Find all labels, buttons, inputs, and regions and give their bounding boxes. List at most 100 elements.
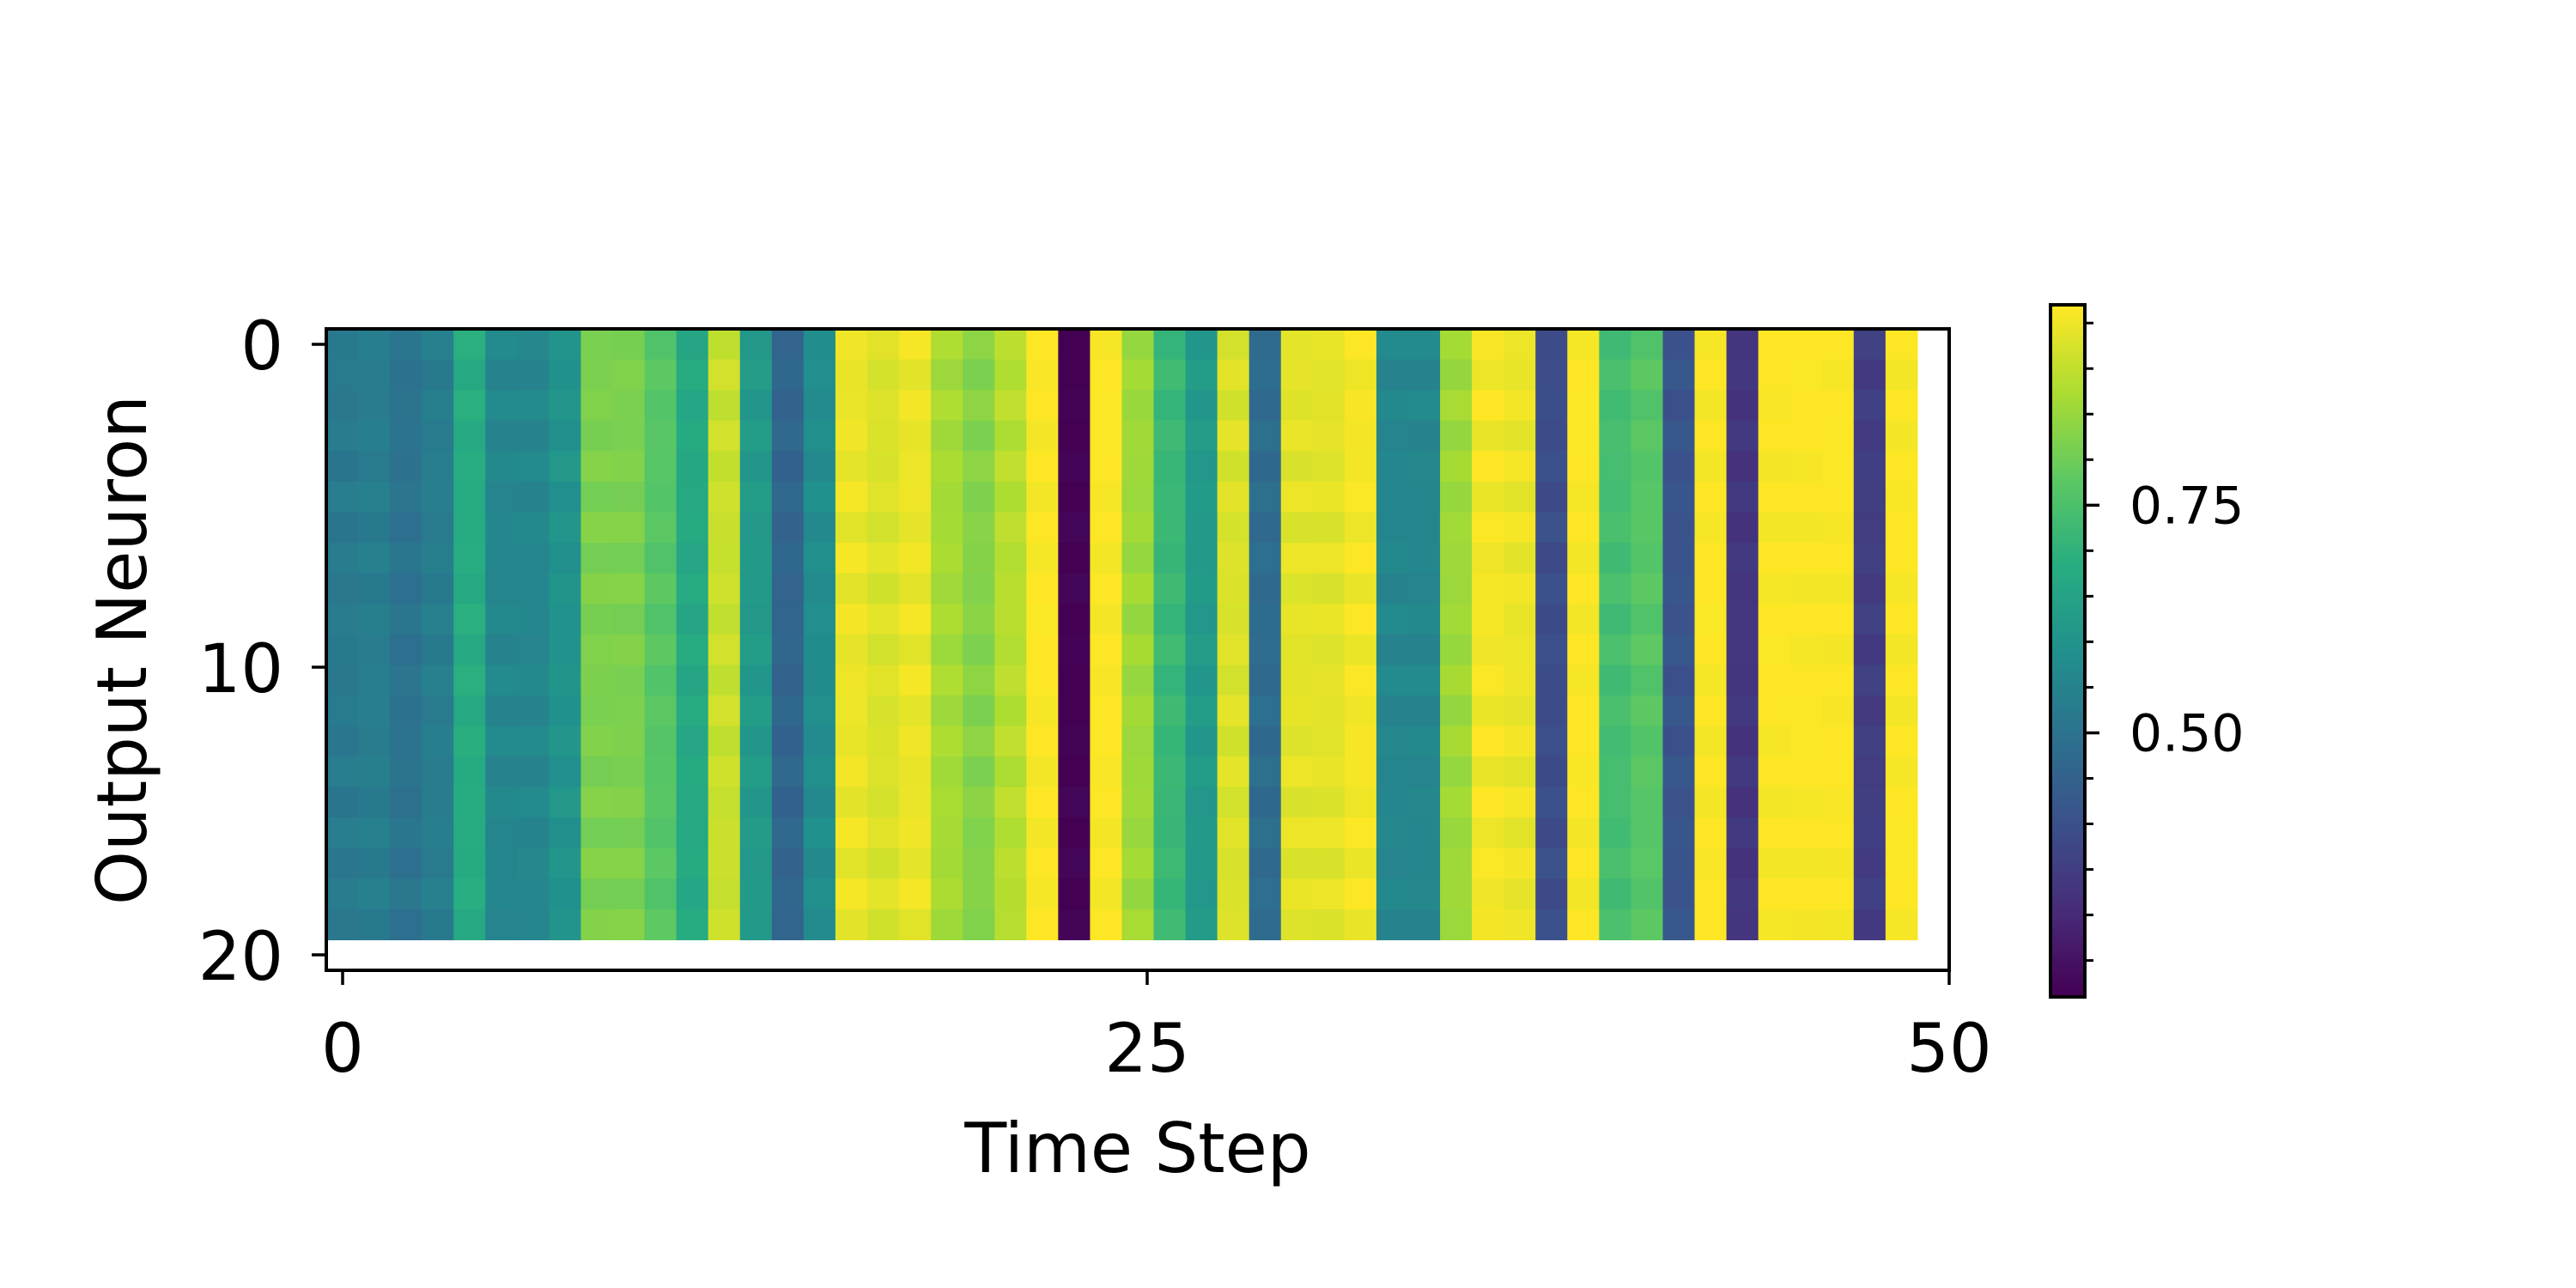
heatmap-cell (1885, 573, 1918, 605)
heatmap-cell (358, 756, 391, 788)
heatmap-cell (549, 908, 582, 941)
heatmap-cell (1504, 878, 1536, 910)
heatmap-cell (358, 726, 391, 757)
heatmap-cell (803, 543, 836, 574)
heatmap-cell (517, 908, 550, 941)
heatmap-cell (771, 787, 805, 818)
heatmap-cell (994, 665, 1027, 696)
heatmap-cell (644, 512, 677, 544)
heatmap-cell (1344, 817, 1377, 849)
heatmap-cell (1821, 878, 1855, 910)
heatmap-cell (803, 878, 836, 910)
heatmap-cell (422, 512, 454, 544)
heatmap-cell (1758, 420, 1791, 452)
heatmap-cell (1631, 390, 1664, 422)
heatmap-cell (390, 451, 422, 483)
heatmap-cell (1662, 512, 1696, 544)
heatmap-cell (580, 604, 614, 635)
heatmap-cell (1058, 787, 1091, 818)
heatmap-cell (390, 634, 422, 665)
heatmap-cell (867, 543, 900, 574)
heatmap-cell (612, 848, 646, 879)
heatmap-cell (867, 573, 900, 605)
heatmap-cell (422, 451, 454, 483)
heatmap-cell (1567, 329, 1600, 361)
heatmap-cell (803, 726, 836, 757)
heatmap-cell (1821, 543, 1855, 574)
heatmap-cell (1344, 359, 1377, 391)
heatmap-cell (1789, 481, 1823, 513)
heatmap-cell (1631, 359, 1664, 391)
heatmap-cell (326, 908, 359, 941)
heatmap-cell (1694, 390, 1728, 422)
heatmap-cell (835, 634, 868, 665)
heatmap-cell (1185, 908, 1218, 941)
colorbar-segment (2050, 382, 2085, 388)
heatmap-cell (803, 359, 836, 391)
heatmap-cell (1280, 543, 1314, 574)
heatmap-cell (1535, 329, 1568, 361)
heatmap-cell (612, 726, 646, 757)
colorbar-segment (2050, 979, 2085, 985)
heatmap-cell (1153, 756, 1187, 788)
heatmap-cell (644, 726, 677, 757)
heatmap-cell (1758, 817, 1791, 849)
heatmap-cell (1504, 665, 1536, 696)
heatmap-cell (1090, 512, 1123, 544)
heatmap-cell (1185, 604, 1218, 635)
heatmap-cell (1312, 634, 1346, 665)
heatmap-cell (1694, 787, 1728, 818)
heatmap-cell (1789, 726, 1823, 757)
heatmap-cell (1280, 634, 1314, 665)
heatmap-cell (358, 604, 391, 635)
colorbar-segment (2050, 732, 2085, 738)
heatmap-cell (994, 817, 1027, 849)
colorbar-segment (2050, 707, 2085, 713)
heatmap-cell (1121, 420, 1155, 452)
heatmap-cell (326, 543, 359, 574)
colorbar-segment (2050, 469, 2085, 475)
heatmap-cell (1631, 604, 1664, 635)
colorbar-segment (2050, 533, 2085, 539)
heatmap-cell (1153, 787, 1187, 818)
heatmap-cell (1885, 817, 1918, 849)
colorbar-segment (2050, 910, 2085, 916)
colorbar-segment (2050, 906, 2085, 912)
colorbar-segment (2050, 793, 2085, 799)
heatmap-cell (1280, 787, 1314, 818)
heatmap-cell (1026, 512, 1059, 544)
heatmap-cell (1344, 604, 1377, 635)
heatmap-cell (1662, 329, 1696, 361)
colorbar-segment (2050, 399, 2085, 405)
heatmap-cell (1090, 604, 1123, 635)
heatmap-cell (1026, 756, 1059, 788)
heatmap-cell (1249, 543, 1282, 574)
heatmap-cell (708, 726, 741, 757)
colorbar-segment (2050, 520, 2085, 526)
heatmap-cell (1440, 695, 1473, 727)
colorbar-segment (2050, 914, 2085, 920)
colorbar-segment (2050, 348, 2085, 354)
heatmap-cell (1280, 451, 1314, 483)
heatmap-cell (1312, 726, 1346, 757)
heatmap-cell (1280, 420, 1314, 452)
heatmap-cell (1504, 359, 1536, 391)
heatmap-cell (1408, 512, 1441, 544)
colorbar-segment (2050, 983, 2085, 989)
heatmap-cell (453, 787, 486, 818)
heatmap-cell (931, 451, 963, 483)
heatmap-cell (1249, 787, 1282, 818)
heatmap-cell (1758, 726, 1791, 757)
heatmap-cell (931, 390, 963, 422)
heatmap-cell (549, 756, 582, 788)
heatmap-cell (899, 420, 932, 452)
heatmap-cell (1662, 481, 1696, 513)
heatmap-cell (1821, 451, 1855, 483)
heatmap-cell (1440, 878, 1473, 910)
heatmap-cell (1344, 726, 1377, 757)
heatmap-cell (358, 878, 391, 910)
heatmap-cell (549, 695, 582, 727)
heatmap-cell (931, 817, 963, 849)
heatmap-cell (931, 787, 963, 818)
heatmap-cell (676, 329, 709, 361)
